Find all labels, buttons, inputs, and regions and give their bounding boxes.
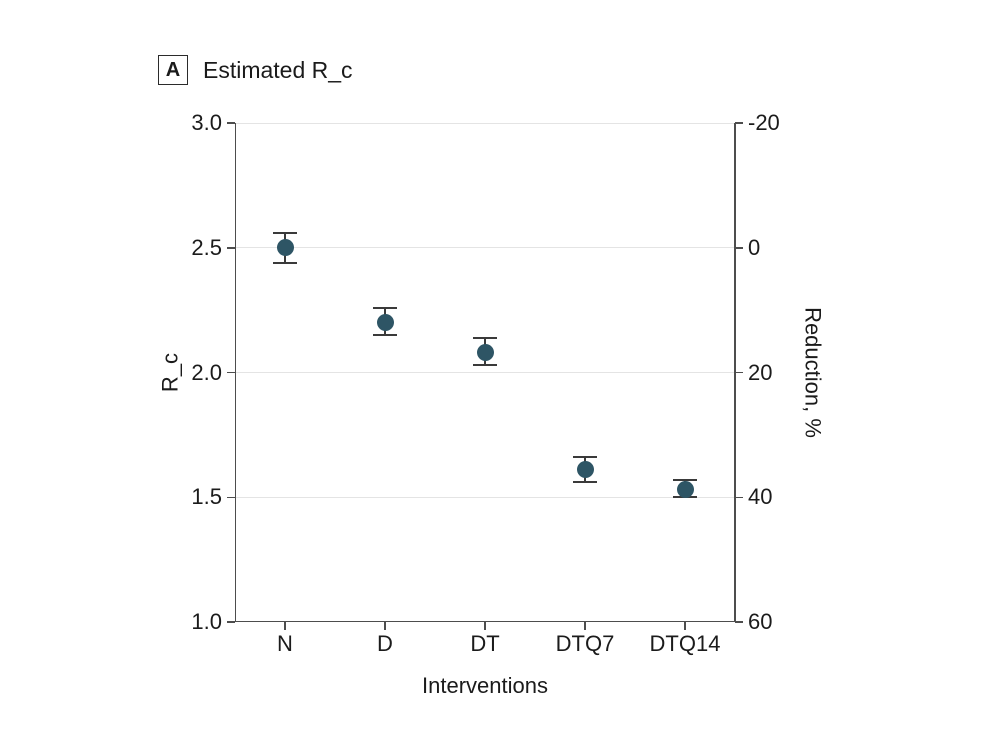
y-tick-right xyxy=(735,496,743,498)
error-bar-cap-bottom xyxy=(573,481,597,484)
x-axis-label: Interventions xyxy=(422,673,548,698)
x-tick xyxy=(484,622,486,630)
y-tick-label-right: 60 xyxy=(748,609,773,634)
y-axis-label-right: Reduction, % xyxy=(800,307,826,438)
plot-area: 3.0 -20 2.5 0 2.0 20 1.5 40 1.0 60 N D DT DTQ7 DTQ14 xyxy=(191,110,779,656)
error-bar-cap-bottom xyxy=(273,261,297,264)
y-tick-label-left: 2.0 xyxy=(191,359,222,385)
y-tick-label-right: 0 xyxy=(748,234,761,260)
panel-label: A xyxy=(158,55,188,85)
x-tick-label: DTQ7 xyxy=(555,631,615,656)
y-tick-left xyxy=(227,496,235,498)
y-tick-left xyxy=(227,247,235,249)
y-tick-label-left: 3.0 xyxy=(191,110,222,135)
y-tick-left xyxy=(227,122,235,124)
error-bar-cap-top xyxy=(673,478,697,481)
y-tick-label-left: 1.0 xyxy=(191,609,222,634)
x-tick xyxy=(584,622,586,630)
error-bar-cap-top xyxy=(573,456,597,459)
y-tick-label-left: 2.5 xyxy=(191,234,222,260)
y-tick-right xyxy=(735,122,743,124)
gridline xyxy=(235,247,735,249)
gridline xyxy=(235,122,735,124)
x-tick xyxy=(684,622,686,630)
y-tick-label-right: 40 xyxy=(748,484,773,510)
y-tick-label-right: 20 xyxy=(748,359,773,385)
panel-header: A Estimated R_c xyxy=(158,55,353,85)
gridline xyxy=(235,496,735,498)
error-bar-cap-bottom xyxy=(473,364,497,366)
y-tick-left xyxy=(227,371,235,374)
x-tick xyxy=(284,622,286,630)
error-bar-cap-top xyxy=(473,336,497,339)
y-tick-right xyxy=(735,247,743,249)
x-tick-label: N xyxy=(277,631,293,656)
data-point xyxy=(476,344,494,362)
error-bar-cap-top xyxy=(273,231,297,234)
y-tick-right xyxy=(735,621,743,623)
gridline xyxy=(235,372,735,373)
data-point xyxy=(376,314,394,332)
y-tick-left xyxy=(227,621,235,623)
y-axis-spine-right xyxy=(734,123,736,622)
y-axis-spine-left xyxy=(234,123,236,622)
error-bar-cap-bottom xyxy=(373,334,397,337)
x-tick-label: DTQ14 xyxy=(649,631,721,656)
x-tick-label: D xyxy=(377,631,393,656)
data-point xyxy=(676,481,694,499)
chart-title: Estimated R_c xyxy=(203,57,353,83)
y-tick-right xyxy=(735,371,743,374)
y-tick-label-left: 1.5 xyxy=(191,484,222,510)
x-tick xyxy=(384,622,386,630)
y-tick-label-right: -20 xyxy=(748,110,780,135)
x-tick-label: DT xyxy=(470,631,500,656)
error-bar-cap-top xyxy=(373,306,397,309)
data-point xyxy=(576,461,594,479)
x-axis-spine xyxy=(234,620,736,622)
data-point xyxy=(276,239,294,257)
